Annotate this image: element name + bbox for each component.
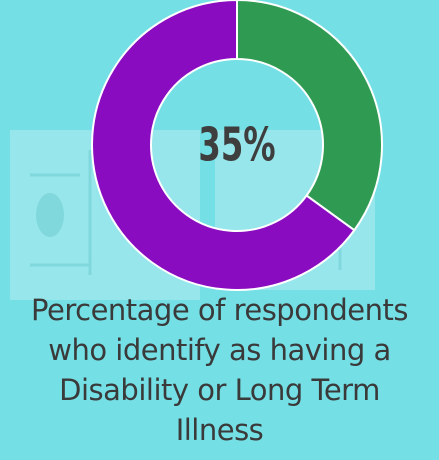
caption-line: Percentage of respondents [31, 293, 408, 327]
caption-line: Disability or Long Term [59, 373, 380, 407]
donut-segment [236, 0, 383, 232]
donut-segment [91, 0, 356, 291]
caption-line: who identify as having a [48, 333, 391, 367]
caption-line: Illness [175, 413, 264, 447]
center-label: 35% [198, 118, 275, 172]
